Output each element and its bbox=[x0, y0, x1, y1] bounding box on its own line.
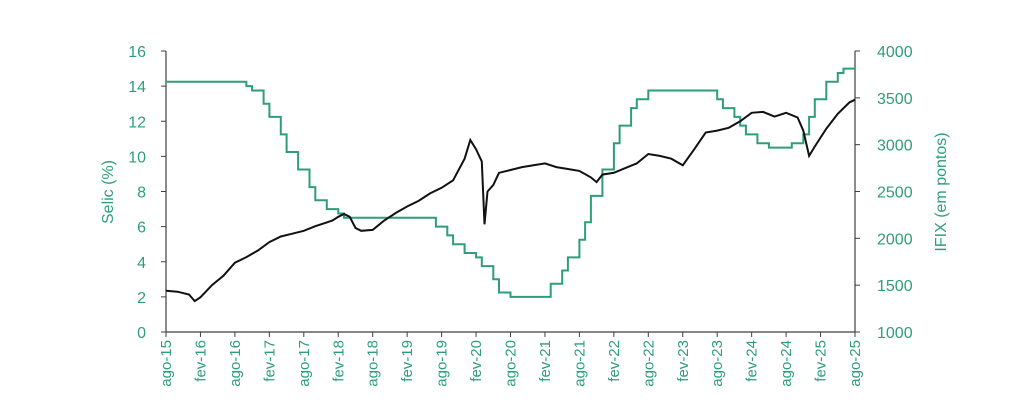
right-tick-label: 1500 bbox=[877, 278, 913, 295]
x-axis-ticks: ago-15 fev-16 ago-16 fev-17 ago-17 fev-18 ago-… bbox=[158, 332, 864, 387]
left-tick-label: 14 bbox=[128, 79, 146, 96]
x-tick-label: ago-20 bbox=[503, 340, 520, 387]
x-tick-label: fev-19 bbox=[399, 340, 416, 382]
right-tick-label: 1000 bbox=[877, 325, 913, 342]
right-tick-label: 2000 bbox=[877, 231, 913, 248]
x-tick-label: ago-21 bbox=[571, 340, 588, 387]
right-tick-label: 4000 bbox=[877, 44, 913, 61]
left-tick-label: 12 bbox=[128, 114, 146, 131]
x-tick-label: ago-15 bbox=[158, 340, 175, 387]
x-tick-label: ago-18 bbox=[365, 340, 382, 387]
x-tick-label: ago-19 bbox=[434, 340, 451, 387]
left-axis-ticks: 0 2 4 6 8 10 12 14 16 bbox=[128, 44, 166, 342]
x-tick-label: fev-18 bbox=[330, 340, 347, 382]
left-tick-label: 16 bbox=[128, 44, 146, 61]
x-tick-label: ago-25 bbox=[847, 340, 864, 387]
x-tick-label: fev-22 bbox=[606, 340, 623, 382]
x-tick-label: ago-16 bbox=[227, 340, 244, 387]
right-axis-ticks: 1000 1500 2000 2500 3000 3500 4000 bbox=[855, 44, 913, 342]
x-tick-label: fev-16 bbox=[192, 340, 209, 382]
x-tick-label: ago-23 bbox=[709, 340, 726, 387]
left-tick-label: 2 bbox=[137, 290, 146, 307]
right-tick-label: 3000 bbox=[877, 138, 913, 155]
left-tick-label: 4 bbox=[137, 255, 146, 272]
x-tick-label: fev-25 bbox=[813, 340, 830, 382]
x-tick-label: ago-17 bbox=[296, 340, 313, 387]
x-tick-label: ago-22 bbox=[640, 340, 657, 387]
left-tick-label: 6 bbox=[137, 220, 146, 237]
x-tick-label: ago-24 bbox=[778, 340, 795, 387]
right-tick-label: 3500 bbox=[877, 91, 913, 108]
x-tick-label: fev-21 bbox=[537, 340, 554, 382]
right-tick-label: 2500 bbox=[877, 185, 913, 202]
left-axis-title: Selic (%) bbox=[100, 160, 117, 224]
x-tick-label: fev-17 bbox=[261, 340, 278, 382]
x-tick-label: fev-23 bbox=[675, 340, 692, 382]
x-tick-label: fev-20 bbox=[468, 340, 485, 382]
selic-series-line bbox=[166, 67, 855, 298]
left-tick-label: 8 bbox=[137, 185, 146, 202]
axes bbox=[165, 51, 856, 333]
left-tick-label: 10 bbox=[128, 149, 146, 166]
right-axis-title: IFIX (em pontos) bbox=[933, 132, 950, 251]
left-tick-label: 0 bbox=[137, 325, 146, 342]
ifix-series-line bbox=[165, 98, 856, 303]
x-tick-label: fev-24 bbox=[744, 340, 761, 382]
